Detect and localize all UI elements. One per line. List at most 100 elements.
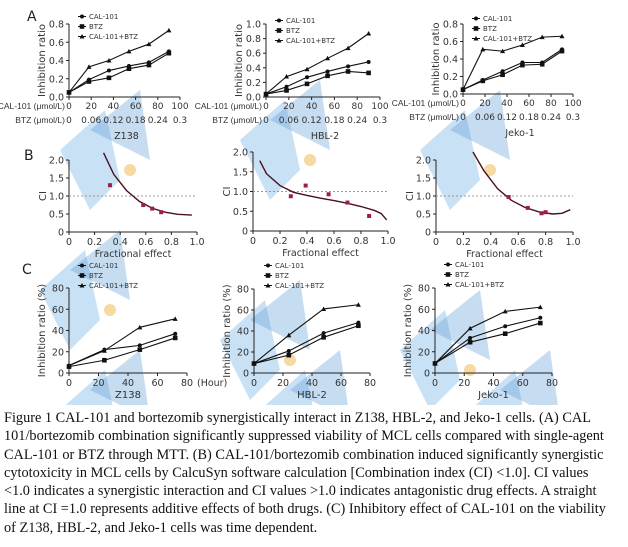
marker-square xyxy=(559,48,565,54)
x-tick-label: 0 xyxy=(433,237,439,248)
marker-triangle xyxy=(467,325,473,331)
marker-square xyxy=(321,335,326,340)
marker-circle xyxy=(277,18,281,23)
x-tick-label: 40 xyxy=(487,378,499,389)
x-tick-label: 0 xyxy=(263,102,269,112)
series-line-cal-101-btz xyxy=(253,304,359,364)
y-tick-label: 0.6 xyxy=(246,49,261,60)
marker-triangle xyxy=(345,45,351,51)
marker-triangle xyxy=(276,38,282,43)
x-tick-label: 0.24 xyxy=(148,116,168,126)
x-tick-label: 0.12 xyxy=(103,116,123,126)
marker-square xyxy=(538,320,543,326)
x-tick-label: 40 xyxy=(501,99,513,109)
data-point xyxy=(539,211,544,216)
x-tick-label: 80 xyxy=(545,99,557,109)
marker-triangle xyxy=(473,36,479,41)
cell-line-label: Z138 xyxy=(114,131,139,142)
cell-line-label: Z138 xyxy=(115,390,141,401)
marker-triangle xyxy=(166,27,172,33)
x-axis-label: Fractional effect xyxy=(95,249,172,260)
caption-line: Figure 1 CAL-101 and bortezomib synergis… xyxy=(4,410,591,426)
x-tick-label: 60 xyxy=(151,378,163,389)
marker-square xyxy=(172,335,178,341)
x-tick-label: 20 xyxy=(277,378,289,389)
legend-label: BTZ xyxy=(455,271,469,279)
x-tick-label: 0 xyxy=(432,378,438,389)
marker-square xyxy=(467,339,473,345)
marker-square xyxy=(502,331,508,336)
y-tick-label: 1.5 xyxy=(233,167,248,178)
watermark-shape xyxy=(220,300,280,400)
y-tick-label: 0.5 xyxy=(416,210,431,221)
x-tick-label: 0.8 xyxy=(353,236,368,247)
x-tick-label: 20 xyxy=(458,378,470,389)
x-tick-label: 80 xyxy=(546,378,558,389)
y-tick-label: 60 xyxy=(237,306,249,317)
watermark-shape xyxy=(430,290,490,360)
data-point xyxy=(326,192,331,197)
series-line-cal-101 xyxy=(434,317,541,364)
marker-triangle xyxy=(137,324,143,330)
cell-line-label: HBL-2 xyxy=(311,131,339,142)
y-tick-label: 0.5 xyxy=(49,210,64,221)
data-point xyxy=(159,210,164,215)
series-line-cal-101-btz xyxy=(265,33,369,95)
marker-square xyxy=(366,70,371,76)
y-tick-label: 60 xyxy=(418,305,430,316)
data-point xyxy=(367,213,372,218)
y-tick-label: 0 xyxy=(425,228,431,239)
legend-label: CAL-101+BTZ xyxy=(483,35,532,43)
data-point xyxy=(543,210,548,215)
marker-triangle xyxy=(66,89,72,95)
x-tick-label: 20 xyxy=(92,378,104,389)
x-row-label: CAL-101 (μmol/L) xyxy=(195,101,262,111)
marker-triangle xyxy=(325,55,331,61)
marker-triangle xyxy=(537,304,543,310)
x-tick-label: 0.06 xyxy=(81,116,101,126)
series-line-btz xyxy=(68,52,170,93)
y-axis-label: Inhibition ratio (%) xyxy=(403,284,414,378)
y-tick-label: 1.0 xyxy=(233,187,248,198)
x-row-label: BTZ (μmol/L) xyxy=(212,115,262,125)
panel-letter-a: A xyxy=(27,9,37,25)
marker-circle xyxy=(80,263,84,268)
caption-line: CAL-101 or BTZ through MTT. (B) CAL-101/… xyxy=(4,446,604,463)
x-tick-label: 1.0 xyxy=(380,236,395,247)
x-tick-label: 20 xyxy=(479,99,491,109)
y-tick-label: 60 xyxy=(52,305,64,316)
y-axis-label: Inhibition ratio xyxy=(37,24,48,97)
data-point xyxy=(345,200,350,205)
x-tick-label: 60 xyxy=(517,378,529,389)
cell-line-label: HBL-2 xyxy=(297,390,327,401)
x-tick-label: 0.24 xyxy=(347,116,367,126)
x-tick-label: 0.24 xyxy=(541,113,561,123)
marker-triangle xyxy=(445,282,451,287)
y-tick-label: 2.0 xyxy=(416,156,431,167)
y-tick-label: 0.0 xyxy=(246,93,261,104)
watermark-dot xyxy=(464,364,476,376)
y-tick-label: 20 xyxy=(418,347,430,358)
marker-square xyxy=(356,323,361,329)
y-tick-label: 0.6 xyxy=(443,37,458,48)
x-tick-label: 20 xyxy=(283,102,295,112)
x-tick-label: 0.06 xyxy=(279,116,299,126)
y-tick-label: 0.2 xyxy=(246,78,261,89)
marker-circle xyxy=(106,68,111,73)
marker-square xyxy=(325,73,330,79)
marker-square xyxy=(137,347,143,352)
cell-line-label: Jeko-1 xyxy=(477,390,509,401)
y-tick-label: 40 xyxy=(237,327,249,338)
panel-letter-b: B xyxy=(24,148,34,164)
x-tick-label: 100 xyxy=(564,99,581,109)
legend-label: CAL-101+BTZ xyxy=(286,37,335,45)
chart-b-hbl-2: 0 0.5 1.0 1.5 2.0 CI 0 0.2 0.4 0.6 0.8 1.0 Fractiona… xyxy=(222,148,396,260)
marker-square xyxy=(146,62,152,68)
data-point xyxy=(525,205,530,210)
x-tick-label: 0.4 xyxy=(299,236,314,247)
watermark-shape xyxy=(265,370,313,405)
watermark-dot xyxy=(104,304,116,316)
marker-square xyxy=(539,61,545,67)
y-axis-label: Inhibition ratio xyxy=(431,23,442,96)
